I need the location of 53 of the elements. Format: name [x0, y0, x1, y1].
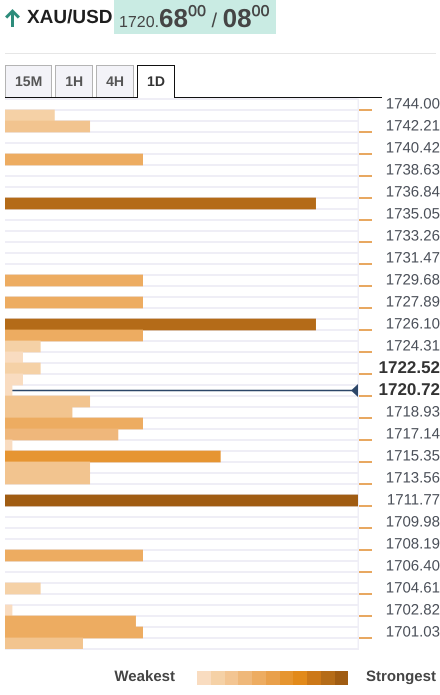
y-tick-label: 1708.19: [386, 536, 440, 553]
y-tick-label: 1729.68: [386, 272, 440, 289]
bar: [5, 274, 143, 286]
y-tick-label: 1717.14: [386, 426, 440, 443]
y-tick-label: 1724.31: [386, 338, 440, 355]
y-tick-label: 1718.93: [386, 404, 440, 421]
timeframe-tab[interactable]: 4H: [96, 65, 134, 97]
y-tick-label: 1738.63: [386, 162, 440, 179]
y-tick-label: 1704.61: [386, 580, 440, 597]
bar: [5, 440, 12, 452]
y-tick-label: 1709.98: [386, 514, 440, 531]
bar: [5, 198, 316, 210]
bar: [5, 120, 90, 132]
text: Strongest: [366, 667, 436, 687]
bar: [5, 604, 12, 616]
bar: [5, 340, 41, 352]
y-tick-label: 1727.89: [386, 294, 440, 311]
bar: [5, 318, 316, 330]
bar: [5, 638, 83, 649]
bar: [5, 550, 143, 562]
y-tick-label: 1735.05: [386, 206, 440, 223]
timeframe-tab[interactable]: 1H: [55, 65, 94, 97]
bar: [5, 362, 41, 374]
y-tick-label: 1720.72: [378, 380, 440, 400]
bar: [5, 296, 143, 308]
y-tick-label: 1744.00: [386, 96, 440, 113]
y-tick-label: 1726.10: [386, 316, 440, 333]
y-tick-label: 1736.84: [386, 184, 440, 201]
chart-subtitle: 1720.68⁰⁰ / 08⁰⁰: [119, 3, 270, 33]
y-tick-label: 1740.42: [386, 140, 440, 157]
bar: [5, 330, 143, 342]
bar: [5, 450, 221, 462]
bar: [5, 582, 41, 594]
y-tick-label: 1731.47: [386, 250, 440, 267]
y-tick-label: 1701.03: [386, 624, 440, 641]
bar: [5, 494, 358, 506]
bar: [5, 154, 143, 166]
y-tick-label: 1722.52: [378, 358, 440, 378]
timeframe-tab[interactable]: 15M: [5, 65, 52, 97]
y-tick-label: 1715.35: [386, 448, 440, 465]
bar: [5, 418, 143, 430]
y-tick-label: 1742.21: [386, 118, 440, 135]
chart-title: XAU/USD: [27, 6, 113, 30]
bar: [5, 110, 55, 122]
bar: [5, 428, 118, 440]
y-tick-label: 1733.26: [386, 228, 440, 245]
text: Weakest: [114, 667, 175, 687]
y-tick-label: 1711.77: [386, 492, 440, 509]
y-tick-label: 1713.56: [386, 470, 440, 487]
timeframe-tab[interactable]: 1D: [137, 64, 175, 98]
bar: [5, 352, 23, 364]
y-tick-label: 1706.40: [386, 558, 440, 575]
y-tick-label: 1702.82: [386, 602, 440, 619]
